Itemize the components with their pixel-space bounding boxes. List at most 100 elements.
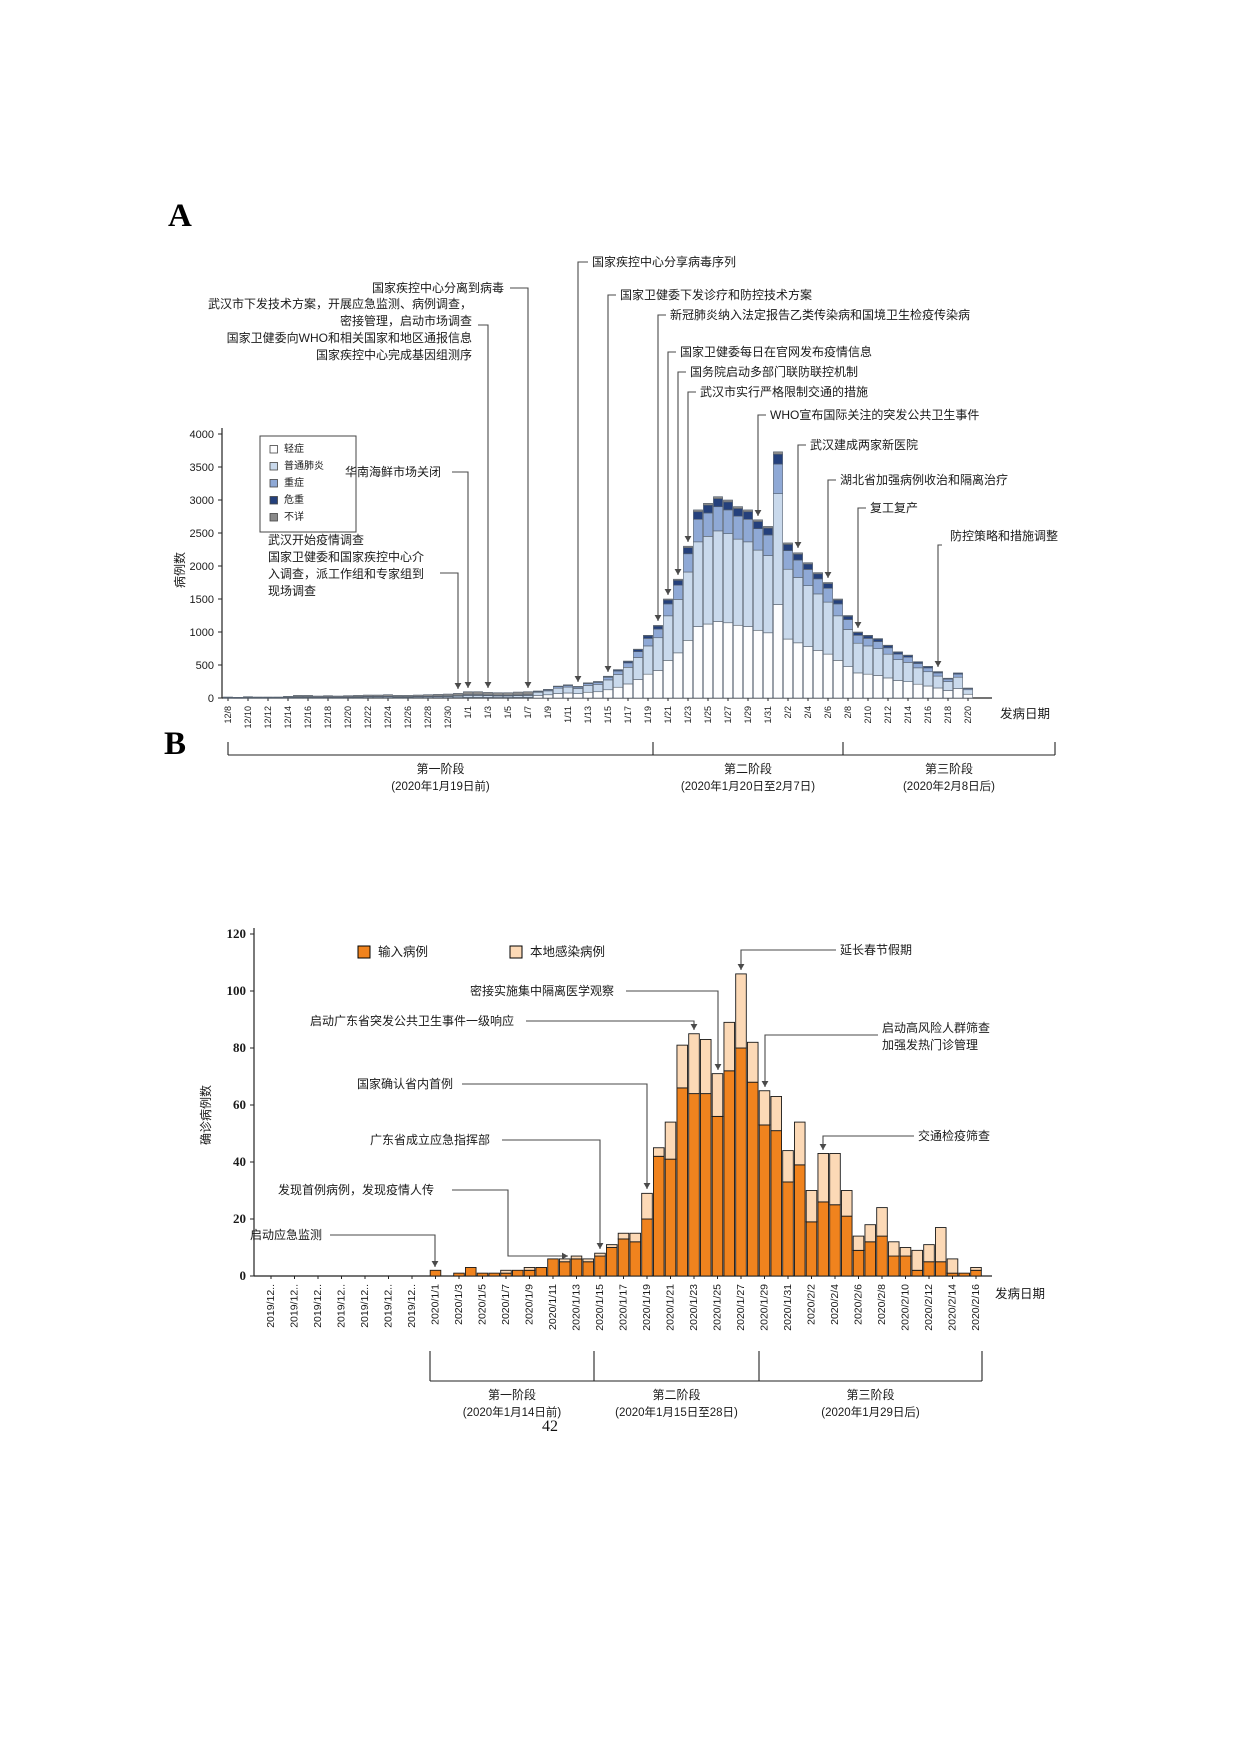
- bar: [582, 1258, 595, 1277]
- svg-text:启动高风险人群筛查: 启动高风险人群筛查: [882, 1020, 990, 1035]
- svg-text:0: 0: [240, 1268, 247, 1283]
- annotation-first-confirmed-in-province: 国家确认省内首例: [357, 1076, 651, 1189]
- annotation-work-resumption: 复工复产: [854, 501, 918, 628]
- bar: [488, 1272, 501, 1277]
- bar: [711, 1073, 724, 1277]
- bar: [523, 691, 533, 699]
- bar: [465, 1267, 477, 1277]
- phase-1: 第一阶段 (2020年1月19日前): [391, 761, 490, 793]
- svg-text:0: 0: [208, 693, 214, 705]
- legend-label: 轻症: [284, 442, 304, 455]
- bar: [753, 519, 763, 699]
- legend-swatch-危重: [269, 496, 278, 505]
- svg-text:2/10: 2/10: [863, 706, 873, 724]
- legend-swatch-轻症: [269, 445, 278, 454]
- bar: [641, 1192, 653, 1277]
- svg-text:第一阶段: 第一阶段: [488, 1387, 536, 1402]
- legend-swatch-普通肺炎: [269, 462, 278, 471]
- svg-text:1500: 1500: [190, 594, 214, 606]
- bar: [747, 1041, 759, 1277]
- bar: [793, 552, 803, 699]
- svg-text:2020/2/14: 2020/2/14: [947, 1284, 959, 1331]
- bar: [453, 693, 463, 699]
- bar: [559, 1258, 571, 1277]
- bar: [911, 1249, 924, 1277]
- svg-text:1/15: 1/15: [603, 706, 613, 724]
- annotation-who-pheic: WHO宣布国际关注的突发公共卫生事件: [754, 407, 979, 516]
- bar: [643, 634, 653, 699]
- bar: [873, 638, 883, 699]
- svg-text:2020/1/11: 2020/1/11: [547, 1284, 559, 1330]
- svg-text:12/16: 12/16: [303, 706, 313, 729]
- bar: [533, 690, 543, 699]
- bar: [958, 1272, 971, 1277]
- bar: [253, 696, 263, 699]
- svg-text:2/8: 2/8: [843, 706, 853, 719]
- bar: [703, 502, 713, 699]
- bar: [243, 696, 253, 699]
- bar: [493, 692, 503, 699]
- annotation-gd-level1-response: 启动广东省突发公共卫生事件一级响应: [310, 1013, 698, 1030]
- bar: [503, 692, 513, 699]
- svg-text:2019/12..: 2019/12..: [312, 1284, 324, 1328]
- svg-text:2019/12..: 2019/12..: [336, 1284, 348, 1328]
- bar: [803, 562, 813, 699]
- bar: [543, 689, 553, 699]
- chart-a-epidemic-curve: 0 500 1000 1500 2000 2500 3000 3500 4000 12/8 12/1…: [172, 254, 1058, 793]
- bar: [763, 526, 773, 699]
- bar: [629, 1232, 642, 1277]
- svg-text:武汉市实行严格限制交通的措施: 武汉市实行严格限制交通的措施: [700, 384, 868, 399]
- svg-text:华南海鲜市场关闭: 华南海鲜市场关闭: [345, 464, 441, 479]
- legend: 输入病例 本地感染病例: [357, 944, 605, 959]
- svg-text:12/8: 12/8: [223, 706, 233, 724]
- annotation-huanan-market-closed: 华南海鲜市场关闭: [345, 464, 472, 688]
- annotation-wuhan-tech-plan: 武汉市下发技术方案，开展应急监测、病例调查， 密接管理，启动市场调查国家卫健委向W…: [208, 296, 492, 688]
- annotation-traffic-quarantine-screening: 交通检疫筛查: [819, 1128, 990, 1150]
- bar: [663, 598, 673, 699]
- bar: [864, 1224, 877, 1277]
- svg-text:1000: 1000: [190, 627, 214, 639]
- bar: [794, 1121, 806, 1277]
- bar: [483, 692, 493, 699]
- svg-text:2020/2/10: 2020/2/10: [900, 1284, 912, 1331]
- bar: [423, 694, 433, 699]
- svg-text:2020/2/12: 2020/2/12: [923, 1284, 935, 1331]
- annotation-hubei-case-treatment: 湖北省加强病例收治和隔离治疗: [824, 472, 1008, 578]
- svg-text:(2020年1月15日至28日): (2020年1月15日至28日): [615, 1405, 738, 1419]
- bar: [805, 1190, 818, 1277]
- annotation-cdc-virus-isolated: 国家疾控中心分离到病毒: [372, 280, 532, 688]
- svg-text:湖北省加强病例收治和隔离治疗: 湖北省加强病例收治和隔离治疗: [840, 472, 1008, 487]
- svg-text:新冠肺炎纳入法定报告乙类传染病和国境卫生检疫传染病: 新冠肺炎纳入法定报告乙类传染病和国境卫生检疫传染病: [670, 307, 970, 322]
- svg-text:2020/1/13: 2020/1/13: [571, 1284, 583, 1331]
- svg-text:2020/1/25: 2020/1/25: [712, 1284, 724, 1331]
- svg-text:60: 60: [233, 1097, 246, 1112]
- legend-swatch-不详: [269, 513, 278, 522]
- bar: [563, 684, 573, 699]
- bar: [743, 509, 753, 699]
- svg-text:2/4: 2/4: [803, 706, 813, 719]
- svg-text:12/26: 12/26: [403, 706, 413, 729]
- svg-text:1/1: 1/1: [463, 706, 473, 719]
- bar: [453, 1272, 465, 1277]
- bar: [693, 509, 703, 699]
- bar: [303, 695, 313, 699]
- bar: [833, 598, 843, 699]
- bar: [353, 695, 363, 699]
- bar: [570, 1255, 583, 1277]
- annotation-strategy-adjustment: 防控策略和措施调整: [934, 528, 1058, 667]
- bar: [283, 696, 293, 699]
- bar: [953, 672, 963, 699]
- svg-text:500: 500: [196, 660, 214, 672]
- annotation-gd-emergency-command: 广东省成立应急指挥部: [370, 1132, 604, 1249]
- phase-brackets: 第一阶段 (2020年1月14日前) 第二阶段 (2020年1月15日至28日) 第三阶…: [429, 1351, 983, 1419]
- bar: [613, 669, 623, 699]
- bar: [770, 1096, 783, 1277]
- svg-text:12/14: 12/14: [283, 706, 293, 729]
- svg-text:广东省成立应急指挥部: 广东省成立应急指挥部: [370, 1132, 490, 1147]
- x-axis-title: 发病日期: [995, 1286, 1045, 1301]
- bar: [723, 1021, 736, 1277]
